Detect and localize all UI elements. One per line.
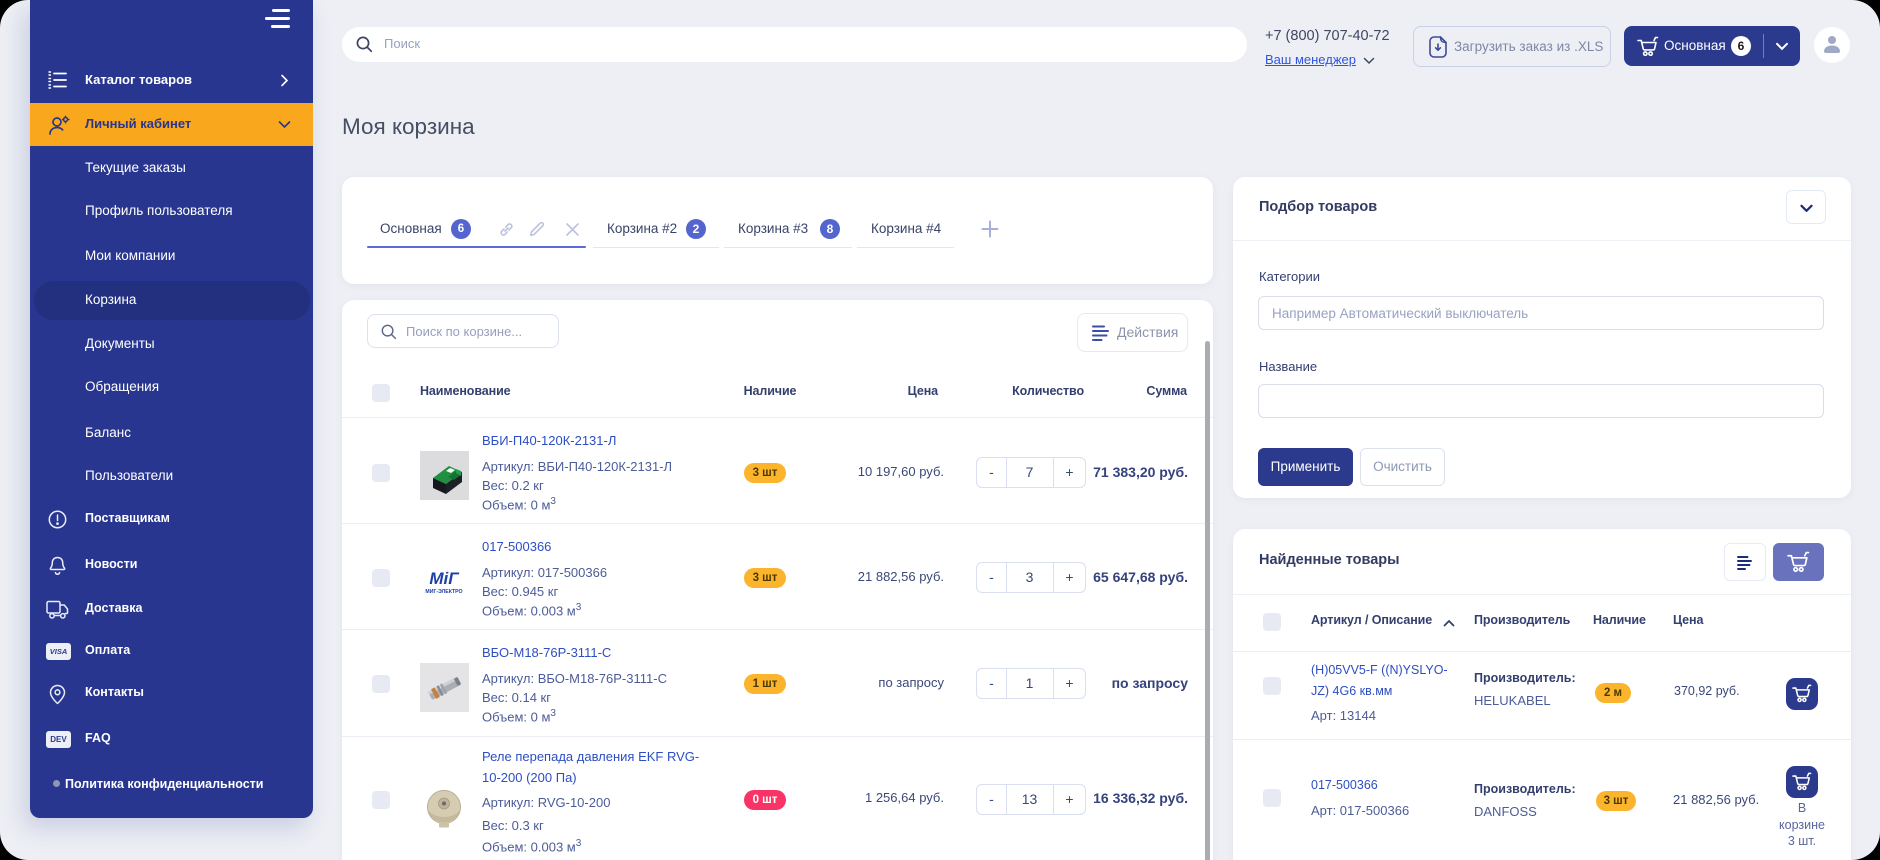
svg-text:МИГ-ЭЛЕКТРО: МИГ-ЭЛЕКТРО: [425, 589, 462, 595]
svg-text:МіГ: МіГ: [429, 569, 460, 588]
